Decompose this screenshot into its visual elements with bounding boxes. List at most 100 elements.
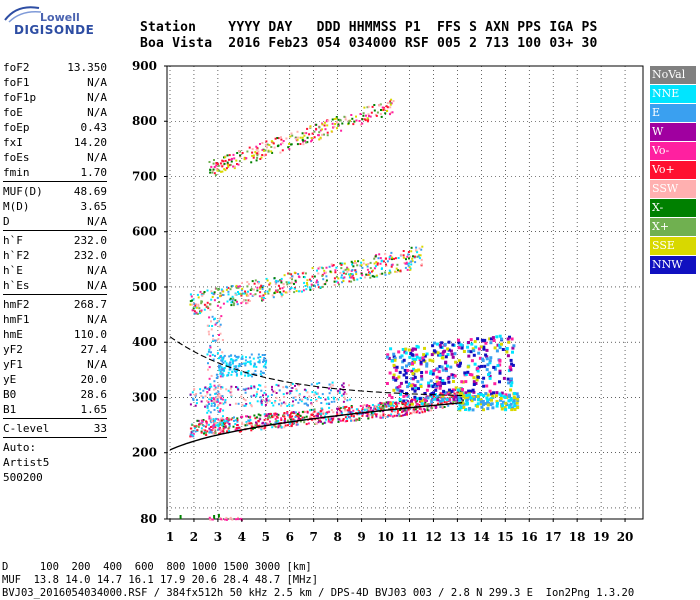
echo-point [282,290,285,293]
x-tick-label: 17 [545,530,562,544]
echo-point [457,359,461,363]
echo-point [339,262,342,265]
echo-point [213,384,216,387]
echo-point [200,302,203,305]
echo-point [225,419,228,422]
echo-point [338,405,341,408]
echo-point [319,129,322,132]
echo-point [381,416,384,419]
echo-point [482,384,486,388]
echo-point [410,348,414,352]
echo-point [406,262,409,265]
echo-point [456,388,460,392]
echo-point [274,412,277,415]
echo-point [246,415,249,418]
echo-point [402,402,405,405]
echo-point [489,356,493,360]
echo-point [348,273,350,276]
echo-point [261,142,264,144]
echo-point [351,275,354,278]
echo-point [198,423,200,426]
echo-point [240,373,243,376]
echo-point [432,351,436,355]
echo-point [392,377,396,381]
param-label: foF1p [3,91,37,104]
echo-point [410,246,413,249]
echo-point [318,126,321,129]
echo-point [253,414,256,417]
echo-point [350,405,353,407]
echo-point [404,266,407,269]
echo-point [215,168,218,171]
echo-point [189,433,192,436]
echo-point [204,429,207,432]
echo-point [224,401,226,404]
echo-point [373,257,376,260]
echo-point [272,415,275,418]
echo-point [417,255,420,258]
echo-point [489,403,493,406]
echo-point [288,416,291,418]
echo-point [452,401,455,404]
echo-point [249,374,252,377]
echo-point [439,384,442,388]
param-label: hmE [3,328,23,341]
echo-point [392,100,395,103]
echo-point [388,257,391,260]
echo-point [234,402,237,405]
echo-point [305,141,308,144]
x-tick-label: 20 [617,530,634,544]
echo-point [341,262,344,265]
echo-point [254,293,257,296]
echo-point [280,417,283,420]
echo-point [369,408,372,411]
echo-point [366,404,369,406]
echo-point [373,267,376,270]
echo-point [244,391,247,394]
echo-point [359,113,362,115]
echo-point [473,395,477,398]
echo-point [459,406,463,410]
echo-point [210,421,213,424]
echo-point [421,356,425,360]
echo-point [299,420,302,423]
echo-point [273,412,276,415]
echo-point [398,370,402,374]
echo-point [280,277,283,280]
echo-point [244,388,247,391]
echo-point [310,137,313,140]
echo-point [325,271,327,274]
footer-distance-line: D 100 200 400 600 800 1000 1500 3000 [km… [2,561,312,573]
echo-point [197,296,200,299]
echo-point [350,273,352,275]
echo-point [195,303,198,306]
echo-point [252,156,255,159]
echo-point [292,396,295,399]
echo-point [210,292,213,295]
echo-point [334,123,337,125]
echo-point [368,115,370,118]
echo-point [355,115,357,118]
echo-point [259,418,262,421]
echo-point [496,343,500,347]
echo-point [441,397,445,401]
legend-vo: Vo- [650,142,696,160]
echo-point [230,394,233,397]
echo-point [424,410,426,413]
echo-point [255,416,258,419]
echo-point [393,257,395,260]
echo-point [223,168,226,171]
echo-point [190,295,193,298]
echo-point [298,393,301,396]
echo-point [484,353,488,357]
echo-point [393,356,397,360]
echo-point [410,412,413,415]
param-label: fxI [3,136,23,149]
echo-point [229,163,232,166]
echo-point [221,159,224,162]
echo-point [267,150,270,153]
echo-point [244,404,247,407]
echo-point [385,355,389,359]
echo-point [389,271,392,274]
echo-point [512,399,516,403]
